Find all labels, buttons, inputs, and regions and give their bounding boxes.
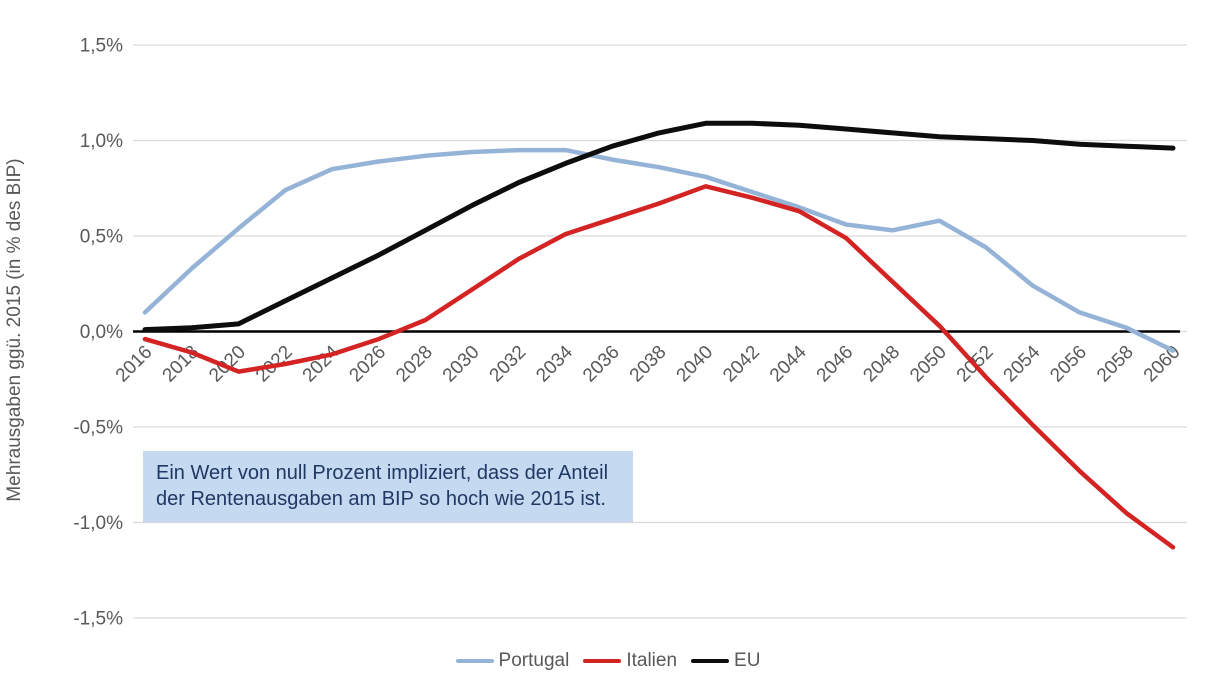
- x-tick-label: 2032: [486, 342, 531, 387]
- x-tick-label: 2040: [673, 342, 718, 387]
- x-tick-label: 2030: [439, 342, 484, 387]
- series-lines: [142, 120, 1176, 550]
- x-tick-label: 2042: [719, 342, 764, 387]
- legend-item-eu: EU: [691, 650, 760, 672]
- legend-item-portugal: Portugal: [455, 650, 570, 672]
- series-line-eu: [142, 120, 1176, 333]
- gridlines: [133, 44, 1187, 619]
- y-tick-label: -0,5%: [73, 418, 123, 439]
- legend-swatch-eu: [691, 659, 730, 663]
- x-tick-label: 2058: [1093, 342, 1138, 387]
- x-tick-label: 2056: [1046, 342, 1091, 387]
- x-tick-label: 2044: [766, 341, 811, 386]
- x-tick-label: 2050: [906, 342, 951, 387]
- annotation-line-2: der Rentenausgaben am BIP so hoch wie 20…: [156, 488, 606, 510]
- series-line-italien: [142, 184, 1176, 550]
- y-tick-label: 1,5%: [80, 36, 123, 57]
- series-line-portugal: [142, 147, 1176, 353]
- x-tick-label: 2060: [1140, 342, 1185, 387]
- y-axis-title: Mehrausgaben ggü. 2015 (in % des BIP): [4, 158, 25, 501]
- x-tick-label: 2028: [392, 342, 437, 387]
- legend-swatch-portugal: [455, 659, 494, 663]
- annotation-box: Ein Wert von null Prozent impliziert, da…: [143, 451, 633, 522]
- x-tick-label: 2034: [532, 341, 577, 386]
- x-tick-label: 2020: [205, 342, 250, 387]
- y-tick-label: -1,5%: [73, 609, 123, 630]
- x-tick-label: 2048: [859, 342, 904, 387]
- x-tick-label: 2036: [579, 342, 624, 387]
- x-tick-label: 2016: [112, 342, 157, 387]
- y-tick-label: 0,0%: [80, 322, 123, 343]
- x-tick-label: 2024: [299, 341, 344, 386]
- x-tick-label: 2038: [626, 342, 671, 387]
- y-tick-label: 0,5%: [80, 227, 123, 248]
- y-tick-label: 1,0%: [80, 131, 123, 152]
- y-axis-tick-labels: 1,5% 1,0% 0,5% 0,0% -0,5% -1,0% -1,5%: [73, 36, 123, 630]
- chart-legend: Portugal Italien EU: [0, 650, 1216, 672]
- legend-label: Portugal: [498, 650, 570, 671]
- x-tick-label: 2046: [813, 342, 858, 387]
- legend-label: Italien: [626, 650, 678, 671]
- legend-item-italien: Italien: [583, 650, 677, 672]
- x-tick-label: 2054: [1000, 341, 1045, 386]
- y-tick-label: -1,0%: [73, 513, 123, 534]
- legend-swatch-italien: [583, 659, 622, 663]
- annotation-line-1: Ein Wert von null Prozent impliziert, da…: [156, 462, 609, 484]
- legend-label: EU: [734, 650, 761, 671]
